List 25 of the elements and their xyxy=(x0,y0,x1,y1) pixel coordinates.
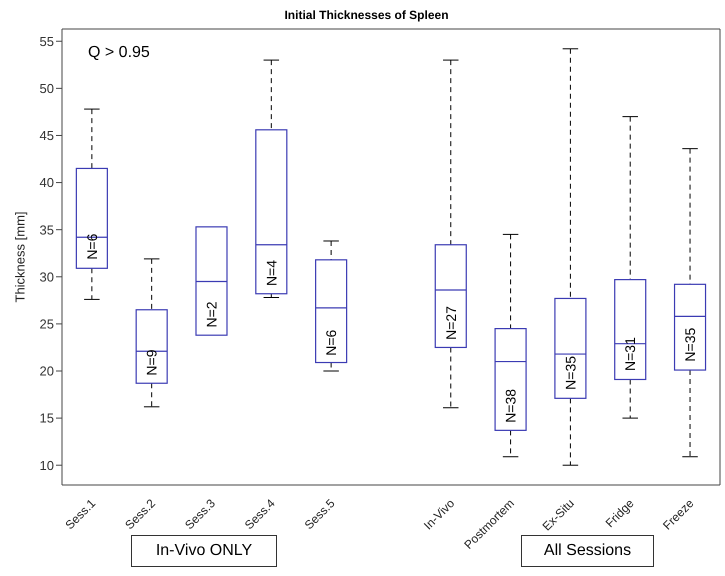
annotation: N=35 xyxy=(562,356,578,390)
annotation: N=2 xyxy=(203,301,220,328)
y-axis-title: Thickness [mm] xyxy=(12,211,28,303)
text: In-Vivo ONLY xyxy=(131,535,277,567)
y-tick-label: 40 xyxy=(40,175,54,190)
y-tick-label: 10 xyxy=(40,458,54,473)
y-tick-label: 15 xyxy=(40,410,54,426)
y-tick-label: 45 xyxy=(40,128,54,144)
y-tick-label: 30 xyxy=(40,269,54,284)
chart-title: Initial Thicknesses of Spleen xyxy=(283,8,450,22)
annotation: N=9 xyxy=(144,349,160,376)
y-tick-label: 25 xyxy=(40,316,54,332)
y-tick-label: 55 xyxy=(40,34,54,49)
annotation: N=27 xyxy=(442,306,459,340)
annotation: N=6 xyxy=(323,329,340,356)
y-tick-label: 35 xyxy=(40,222,54,238)
y-tick-label: 20 xyxy=(40,364,54,379)
annotation: N=35 xyxy=(682,327,698,362)
annotation: N=38 xyxy=(502,388,519,423)
note: Q > 0.95 xyxy=(88,44,150,62)
y-tick-label: 50 xyxy=(40,80,54,96)
annotation: N=31 xyxy=(622,336,638,371)
annotation: N=6 xyxy=(84,233,100,260)
text: All Sessions xyxy=(521,535,654,567)
annotation: N=4 xyxy=(263,260,280,286)
